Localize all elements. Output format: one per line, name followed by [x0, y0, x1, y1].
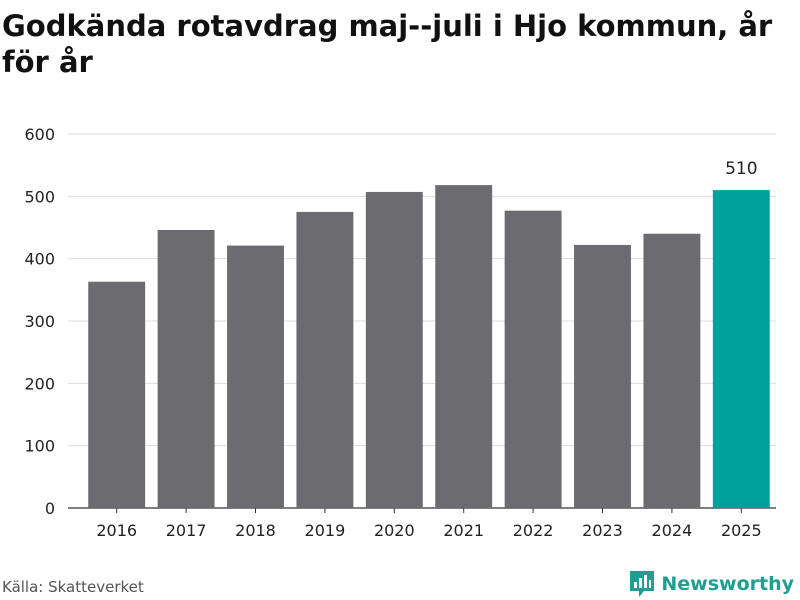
bar-2022	[504, 210, 562, 509]
y-tick-label: 200	[24, 374, 55, 393]
brand-logo: Newsworthy	[629, 569, 794, 599]
bar-2018	[227, 245, 284, 508]
bar-2019	[296, 211, 354, 508]
y-tick-label: 400	[24, 250, 55, 269]
bar-2020	[365, 191, 423, 508]
y-tick-label: 300	[24, 312, 55, 331]
data-label: 510	[725, 159, 757, 179]
y-tick-label: 100	[24, 437, 55, 456]
y-axis-ticks: 0 100 200 300 400 500 600	[24, 125, 55, 518]
x-tick-label: 2024	[652, 521, 693, 540]
chart-title: Godkända rotavdrag maj--juli i Hjo kommu…	[2, 9, 773, 79]
y-tick-label: 500	[24, 187, 55, 206]
newsworthy-logo-icon	[630, 571, 655, 597]
x-tick-label: 2025	[721, 521, 762, 540]
source-note: Källa: Skatteverket	[2, 578, 144, 596]
data-labels: 510	[725, 159, 757, 179]
brand-name: Newsworthy	[661, 573, 794, 595]
x-tick-label: 2016	[96, 521, 137, 540]
y-tick-label: 0	[45, 499, 55, 518]
bar-2016	[88, 281, 146, 508]
x-tick-label: 2022	[513, 521, 554, 540]
x-tick-label: 2018	[235, 521, 276, 540]
x-tick-label: 2021	[443, 521, 484, 540]
x-tick-label: 2020	[374, 521, 415, 540]
bars	[88, 185, 770, 509]
x-tick-label: 2019	[305, 521, 346, 540]
x-axis-ticks: 2016 2017 2018 2019 2020 2021 2022 2023 2024 2025	[96, 508, 762, 540]
bar-2024	[643, 233, 701, 508]
bar-2023	[574, 244, 631, 508]
x-tick-label: 2023	[582, 521, 623, 540]
bar-2021	[435, 185, 493, 508]
x-tick-label: 2017	[166, 521, 207, 540]
y-tick-label: 600	[24, 125, 55, 144]
bar-2025	[712, 190, 770, 508]
bar-2017	[157, 229, 215, 508]
